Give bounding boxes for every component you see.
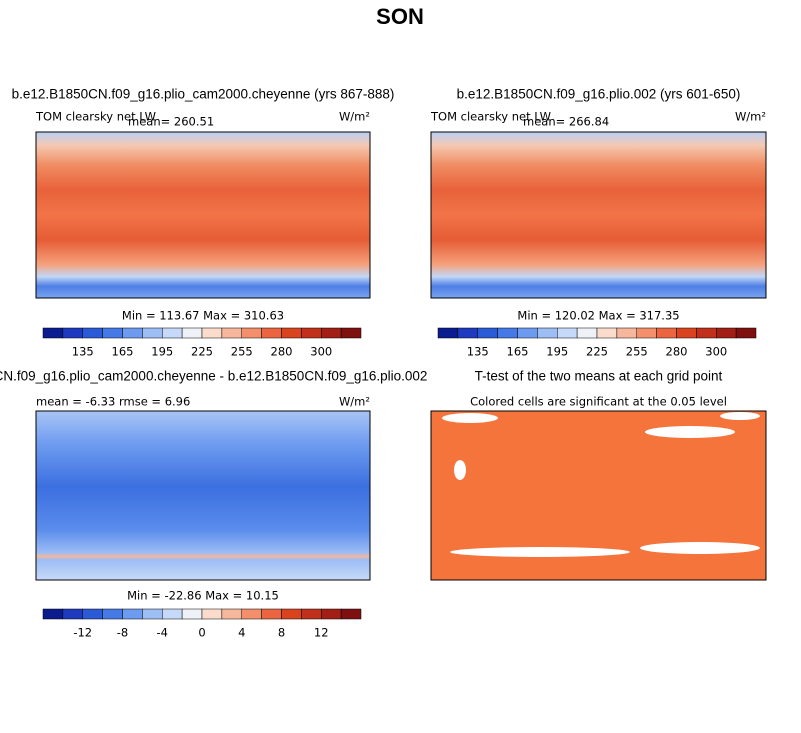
colorbar-label: 135 [467,345,489,359]
colorbar-box [281,608,302,620]
colorbar-label: 4 [238,626,245,640]
colorbar-label: 255 [626,345,648,359]
colorbar-label: 280 [271,345,293,359]
figure-title: SON [376,4,424,29]
colorbar-box [82,327,103,339]
colorbar-label: 195 [546,345,568,359]
colorbar-box [221,327,242,339]
colorbar-box [497,327,518,339]
panel-subtitle: TOM clearsky net LW [35,110,156,124]
colorbar-box [696,327,717,339]
colorbar-box [102,608,123,620]
colorbar-box [201,327,223,339]
colorbar-box [656,327,677,339]
min-max: Min = 113.67 Max = 310.63 [122,309,284,323]
colorbar-label: 0 [198,626,205,640]
colorbar-box [42,327,64,339]
colorbar-label: 300 [705,345,727,359]
units: W/m² [339,395,370,409]
colorbar-box [281,327,302,339]
colorbar-box [636,327,657,339]
colorbar-box [82,608,103,620]
colorbar-box [321,608,342,620]
panel-title: T-test of the two means at each grid poi… [475,369,723,384]
colorbar-label: 165 [507,345,529,359]
colorbar-label: 8 [278,626,285,640]
colorbar-label: 225 [191,345,213,359]
colorbar-box [301,327,322,339]
colorbar-label: 225 [586,345,608,359]
colorbar-box [576,327,598,339]
min-max: Min = -22.86 Max = 10.15 [127,589,279,603]
colorbar-box [142,608,163,620]
colorbar-box [616,327,637,339]
colorbar-box [181,608,203,620]
colorbar-label: 12 [314,626,329,640]
colorbar-label: -12 [73,626,92,640]
panel-mean: mean= 266.84 [523,115,609,129]
colorbar-box [477,327,498,339]
panel-title: 50CN.f09_g16.plio_cam2000.cheyenne - b.e… [0,369,427,384]
colorbar-box [62,608,83,620]
map [35,410,371,581]
panel-mean: mean= 260.51 [128,115,214,129]
map [430,131,767,299]
colorbar-box [142,327,163,339]
colorbar-box [181,327,203,339]
min-max: Min = 120.02 Max = 317.35 [517,309,679,323]
panel-title: b.e12.B1850CN.f09_g16.plio.002 (yrs 601-… [457,87,741,102]
colorbar-box [62,327,83,339]
colorbar-label: 300 [310,345,332,359]
colorbar-label: 280 [666,345,688,359]
panel-subtitle: Colored cells are significant at the 0.0… [470,395,727,409]
colorbar-box [321,327,342,339]
colorbar-box [162,608,183,620]
colorbar-box [261,327,282,339]
colorbar-box [241,327,262,339]
colorbar-label: 135 [72,345,94,359]
colorbar-box [42,608,64,620]
colorbar-box [201,608,223,620]
colorbar-box [221,608,242,620]
colorbar-label: -8 [117,626,128,640]
units: W/m² [339,110,370,124]
panel-subtitle: mean = -6.33 rmse = 6.96 [36,395,190,409]
colorbar-box [437,327,459,339]
colorbar-box [537,327,558,339]
panel-subtitle: TOM clearsky net LW [430,110,551,124]
map [35,131,371,299]
colorbar-box [457,327,478,339]
colorbar-label: 195 [151,345,173,359]
colorbar-box [102,327,123,339]
colorbar-box [557,327,578,339]
colorbar-box [340,608,362,620]
colorbar-box [735,327,757,339]
colorbar-box [596,327,618,339]
colorbar-box [122,327,143,339]
colorbar-box [241,608,262,620]
colorbar-box [517,327,538,339]
colorbar-label: 165 [112,345,134,359]
colorbar-label: 255 [231,345,253,359]
colorbar-box [676,327,697,339]
colorbar-box [716,327,737,339]
colorbar-label: -4 [157,626,168,640]
colorbar-box [340,327,362,339]
colorbar-box [261,608,282,620]
colorbar-box [162,327,183,339]
colorbar-box [301,608,322,620]
panel-title: b.e12.B1850CN.f09_g16.plio_cam2000.cheye… [12,87,395,102]
map [430,410,767,581]
units: W/m² [735,110,766,124]
colorbar-box [122,608,143,620]
